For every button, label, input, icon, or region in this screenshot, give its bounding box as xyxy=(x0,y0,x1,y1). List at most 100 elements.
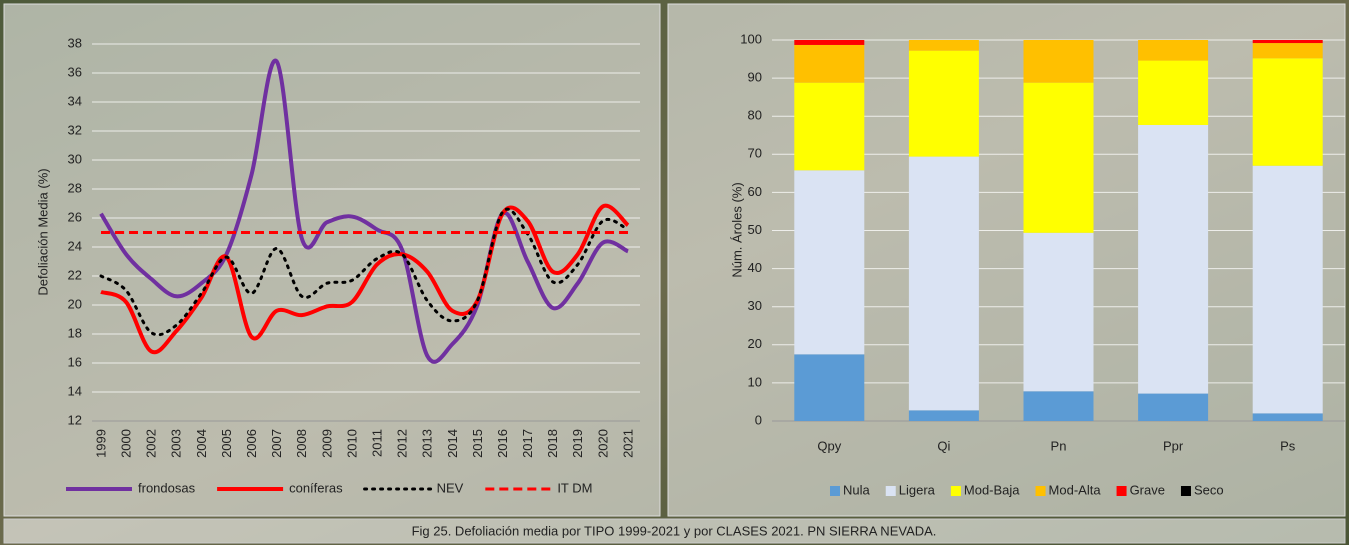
x-tick-label: 2021 xyxy=(620,429,635,458)
bar-segment xyxy=(1252,40,1323,44)
bar-segment xyxy=(908,40,979,51)
x-tick-label: 2019 xyxy=(570,429,585,458)
y-tick-label: 24 xyxy=(68,238,82,253)
legend-label: IT DM xyxy=(557,480,592,495)
y-tick-label: 18 xyxy=(68,325,82,340)
x-tick-label: 2003 xyxy=(169,429,184,458)
legend-swatch xyxy=(950,486,961,496)
x-tick-label: Qi xyxy=(937,438,950,453)
left-panel xyxy=(3,3,661,517)
caption: Fig 25. Defoliación media por TIPO 1999-… xyxy=(412,523,937,538)
x-tick-label: 2015 xyxy=(470,429,485,458)
bar-segment xyxy=(908,156,979,411)
y-tick-label: 12 xyxy=(68,412,82,427)
legend-label: NEV xyxy=(437,480,464,495)
x-tick-label: 2011 xyxy=(369,429,384,457)
y-tick-label: 30 xyxy=(68,151,82,166)
bar-segment xyxy=(794,170,865,355)
y-tick-label: 90 xyxy=(748,70,762,85)
x-tick-label: 2005 xyxy=(219,429,234,458)
bar-segment xyxy=(1023,82,1094,233)
y-tick-label: 40 xyxy=(748,260,762,275)
bar-segment xyxy=(794,82,865,171)
x-tick-label: 2010 xyxy=(344,429,359,458)
y-tick-label: 32 xyxy=(68,122,82,137)
bar-segment xyxy=(1138,393,1209,421)
y-tick-label: 70 xyxy=(748,146,762,161)
y-tick-label: 36 xyxy=(68,64,82,79)
bar-segment xyxy=(1252,413,1323,421)
bar-segment xyxy=(1252,58,1323,166)
x-tick-label: Qpy xyxy=(817,438,841,453)
legend-swatch xyxy=(830,486,840,496)
legend-swatch xyxy=(1116,486,1127,496)
legend-label: Mod-Alta xyxy=(1049,482,1102,497)
x-tick-label: 2002 xyxy=(144,429,159,458)
bar-segment xyxy=(1138,124,1209,394)
x-tick-label: Ps xyxy=(1280,438,1296,453)
x-tick-label: 2014 xyxy=(445,429,460,458)
legend-label: frondosas xyxy=(138,480,196,495)
legend-label: Mod-Baja xyxy=(964,482,1020,497)
y-tick-label: 60 xyxy=(748,184,762,199)
legend-label: Seco xyxy=(1194,482,1224,497)
x-tick-label: 2008 xyxy=(294,429,309,458)
y-tick-label: 22 xyxy=(68,267,82,282)
bar-segment xyxy=(794,44,865,83)
legend-label: Nula xyxy=(843,482,871,497)
x-tick-label: 2000 xyxy=(119,429,134,458)
x-tick-label: 2016 xyxy=(495,429,510,458)
y-tick-label: 100 xyxy=(740,31,762,46)
bar-segment xyxy=(1252,165,1323,414)
x-tick-label: 2013 xyxy=(420,429,435,458)
bar-segment xyxy=(1252,43,1323,59)
bar-segment xyxy=(1138,40,1209,61)
y-tick-label: 50 xyxy=(748,222,762,237)
legend-swatch xyxy=(1180,486,1191,496)
y-tick-label: 20 xyxy=(68,296,82,311)
right-panel xyxy=(667,3,1346,517)
x-tick-label: Ppr xyxy=(1163,438,1184,453)
x-tick-label: 2020 xyxy=(595,429,610,458)
bar-segment xyxy=(1023,40,1094,83)
y-axis-label: Núm. Ároles (%) xyxy=(729,182,744,277)
y-tick-label: 34 xyxy=(68,93,82,108)
y-tick-label: 26 xyxy=(68,209,82,224)
line-series xyxy=(100,203,630,355)
bar-segment xyxy=(794,354,865,421)
x-tick-label: 1999 xyxy=(93,429,108,458)
legend-label: coníferas xyxy=(289,480,343,495)
legend-swatch xyxy=(1035,486,1046,496)
legend-label: Grave xyxy=(1130,482,1165,497)
x-tick-label: 2004 xyxy=(194,429,209,458)
bar-segment xyxy=(794,40,865,45)
y-tick-label: 14 xyxy=(68,383,82,398)
x-tick-label: 2007 xyxy=(269,429,284,458)
x-tick-label: 2006 xyxy=(244,429,259,458)
legend-label: Ligera xyxy=(899,482,936,497)
line-series xyxy=(99,58,629,364)
x-tick-label: 2018 xyxy=(545,429,560,458)
y-tick-label: 20 xyxy=(748,336,762,351)
bar-segment xyxy=(1138,60,1209,125)
bar-segment xyxy=(908,50,979,157)
x-tick-label: 2012 xyxy=(395,429,410,458)
legend-swatch xyxy=(885,486,896,496)
bar-segment xyxy=(1023,232,1094,392)
y-tick-label: 38 xyxy=(68,35,82,50)
caption-bar xyxy=(3,518,1346,544)
y-axis-label: Defoliación Media (%) xyxy=(35,168,50,295)
x-tick-label: 2009 xyxy=(319,429,334,458)
bar-segment xyxy=(908,410,979,421)
y-tick-label: 28 xyxy=(68,180,82,195)
y-tick-label: 16 xyxy=(68,354,82,369)
y-tick-label: 0 xyxy=(755,412,762,427)
x-tick-label: 2017 xyxy=(520,429,535,458)
bar-segment xyxy=(1023,391,1094,421)
line-series xyxy=(99,207,630,337)
y-tick-label: 80 xyxy=(748,108,762,123)
y-tick-label: 10 xyxy=(748,374,762,389)
x-tick-label: Pn xyxy=(1051,438,1067,453)
y-tick-label: 30 xyxy=(748,298,762,313)
